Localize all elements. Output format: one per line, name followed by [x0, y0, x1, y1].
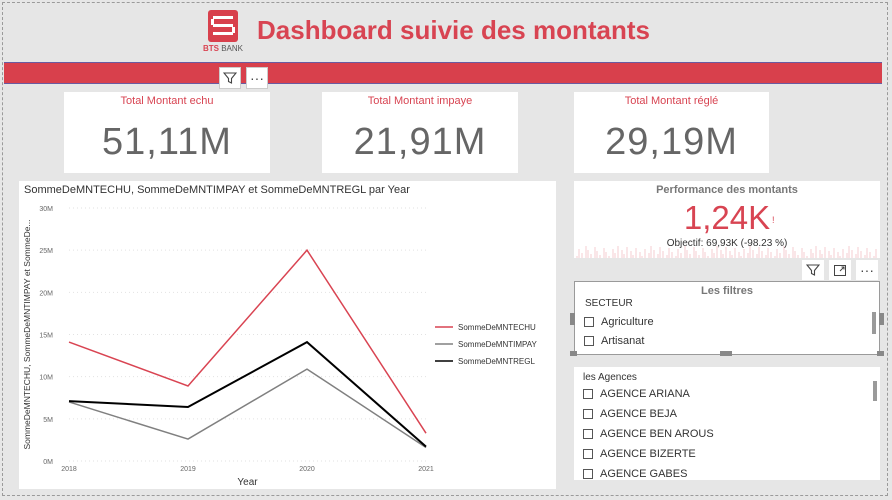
agence-option-beja[interactable]: AGENCE BEJA	[583, 406, 677, 422]
secteur-option-agriculture[interactable]: Agriculture	[584, 314, 654, 330]
performance-label: Performance des montants	[656, 184, 798, 196]
logo-text: BTS BANK	[197, 44, 249, 53]
slicer-scrollbar[interactable]	[872, 312, 876, 334]
checkbox[interactable]	[583, 429, 593, 439]
option-label: AGENCE BEJA	[600, 408, 678, 420]
series-line	[68, 340, 427, 448]
filter-icon	[806, 264, 820, 276]
resize-handle-left[interactable]	[570, 313, 575, 325]
y-tick-label: 10M	[39, 375, 53, 382]
visual-more-options-button[interactable]: ···	[856, 260, 878, 280]
secteur-header: SECTEUR	[585, 298, 633, 309]
option-label: AGENCE ARIANA	[600, 388, 690, 400]
logo-word: BANK	[221, 44, 244, 53]
checkbox[interactable]	[583, 389, 593, 399]
chart-title: SommeDeMNTECHU, SommeDeMNTIMPAY et Somme…	[24, 184, 410, 196]
legend-label: SommeDeMNTIMPAY	[458, 340, 537, 349]
performance-status-indicator: !	[772, 215, 775, 225]
x-tick-label: 2020	[299, 466, 315, 473]
filters-title: Les filtres	[701, 285, 753, 297]
banner-more-options-button[interactable]: ···	[246, 67, 268, 89]
resize-handle-bottom-left[interactable]	[570, 351, 577, 356]
agences-header: les Agences	[583, 372, 637, 383]
option-label: AGENCE BIZERTE	[600, 448, 696, 460]
series-line	[68, 248, 427, 434]
legend-label: SommeDeMNTECHU	[458, 323, 536, 332]
agence-option-ben-arous[interactable]: AGENCE BEN AROUS	[583, 426, 714, 442]
checkbox[interactable]	[583, 409, 593, 419]
agence-option-bizerte[interactable]: AGENCE BIZERTE	[583, 446, 696, 462]
kpi-card-impaye[interactable]: Total Montant impaye 21,91M	[322, 92, 518, 173]
kpi-value: 29,19M	[605, 121, 738, 163]
focus-mode-button[interactable]	[829, 260, 851, 280]
y-tick-label: 0M	[43, 459, 53, 466]
secteur-option-artisanat[interactable]: Artisanat	[584, 333, 644, 349]
option-label: Artisanat	[601, 335, 645, 347]
y-tick-label: 15M	[39, 333, 53, 340]
x-tick-label: 2021	[418, 466, 434, 473]
kpi-label: Total Montant réglé	[624, 95, 719, 107]
agences-slicer[interactable]: les Agences AGENCE ARIANA AGENCE BEJA AG…	[574, 367, 880, 480]
slicer-scrollbar[interactable]	[873, 381, 877, 401]
checkbox[interactable]	[584, 317, 594, 327]
y-tick-label: 20M	[39, 290, 53, 297]
resize-handle-bottom[interactable]	[720, 351, 732, 356]
more-options-icon: ···	[860, 262, 874, 278]
more-options-icon: ···	[250, 70, 264, 86]
x-tick-label: 2018	[61, 466, 77, 473]
x-axis-title: Year	[237, 477, 258, 488]
performance-target: Objectif: 69,93K (-98.23 %)	[666, 238, 788, 249]
page-title: Dashboard suivie des montants	[257, 15, 650, 45]
bank-logo-icon	[208, 10, 238, 42]
resize-handle-right[interactable]	[879, 313, 884, 325]
kpi-value: 51,11M	[102, 121, 232, 163]
agence-option-gabes[interactable]: AGENCE GABES	[583, 466, 687, 480]
header-banner	[4, 62, 882, 84]
y-axis-title: SommeDeMNTECHU, SommeDeMNTIMPAY et Somme…	[22, 219, 32, 449]
performance-sparkline	[576, 246, 877, 258]
bts-bank-logo: BTS BANK	[197, 10, 249, 58]
kpi-card-regle[interactable]: Total Montant réglé 29,19M	[574, 92, 769, 173]
kpi-label: Total Montant echu	[120, 95, 214, 107]
secteur-slicer[interactable]: Les filtres SECTEUR Agriculture Artisana…	[574, 281, 880, 355]
checkbox[interactable]	[583, 469, 593, 479]
checkbox[interactable]	[583, 449, 593, 459]
resize-handle-bottom-right[interactable]	[877, 351, 884, 356]
line-chart-card[interactable]: SommeDeMNTECHU, SommeDeMNTIMPAY et Somme…	[19, 181, 556, 489]
legend-label: SommeDeMNTREGL	[458, 357, 535, 366]
logo-brand: BTS	[202, 44, 219, 53]
focus-mode-icon	[834, 265, 846, 276]
checkbox[interactable]	[584, 336, 594, 346]
y-tick-label: 25M	[39, 248, 53, 255]
option-label: AGENCE BEN AROUS	[600, 428, 714, 440]
y-tick-label: 5M	[43, 417, 53, 424]
line-chart: 0M 5M 10M 15M 20M 25M 30M 2018 2019 2020 2021 Year S…	[22, 206, 537, 488]
x-tick-label: 2019	[180, 466, 196, 473]
option-label: AGENCE GABES	[600, 468, 688, 480]
kpi-card-echu[interactable]: Total Montant echu 51,11M	[64, 92, 270, 173]
kpi-value: 21,91M	[353, 121, 487, 163]
visual-filter-button[interactable]	[802, 260, 824, 280]
y-tick-label: 30M	[39, 206, 53, 213]
agence-option-ariana[interactable]: AGENCE ARIANA	[583, 386, 690, 402]
kpi-label: Total Montant impaye	[367, 95, 473, 107]
filter-icon	[223, 72, 237, 84]
banner-filter-button[interactable]	[219, 67, 241, 89]
option-label: Agriculture	[601, 316, 654, 328]
performance-value: 1,24K	[683, 199, 771, 236]
series-line	[68, 368, 427, 449]
performance-card[interactable]: Performance des montants 1,24K ! Objecti…	[574, 181, 880, 258]
